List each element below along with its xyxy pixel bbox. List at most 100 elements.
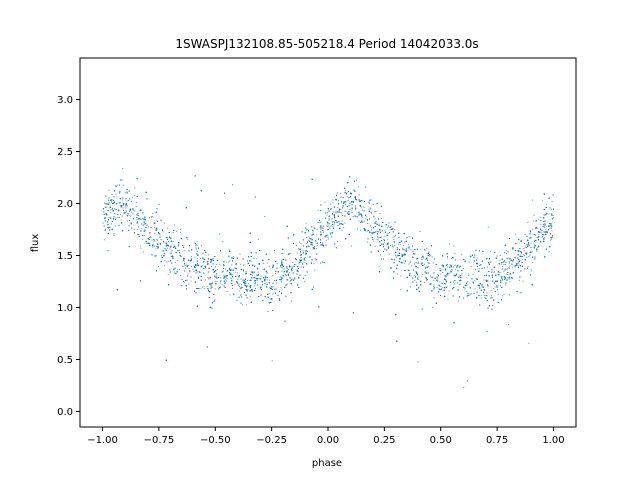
data-point <box>541 199 543 201</box>
data-point <box>523 248 525 249</box>
data-point <box>163 222 165 224</box>
data-point <box>226 280 228 282</box>
data-point <box>225 281 227 283</box>
data-point <box>327 234 329 236</box>
data-point <box>256 268 258 270</box>
data-point <box>467 284 469 286</box>
data-point <box>156 243 158 245</box>
data-point <box>282 252 284 254</box>
data-point <box>220 277 222 279</box>
data-point <box>292 261 294 263</box>
data-point <box>247 289 249 290</box>
data-point <box>544 237 546 239</box>
data-point <box>232 184 234 186</box>
data-point <box>487 226 489 228</box>
data-point <box>247 280 248 281</box>
scatter-points <box>102 168 554 388</box>
data-point <box>365 216 367 218</box>
data-point <box>445 280 447 282</box>
data-point <box>329 223 331 225</box>
data-point <box>284 270 285 272</box>
data-point <box>387 227 389 229</box>
data-point <box>149 217 150 218</box>
data-point <box>337 221 339 223</box>
data-point <box>219 263 221 265</box>
data-point <box>285 275 287 276</box>
data-point <box>216 280 218 282</box>
data-point <box>201 265 203 266</box>
data-point <box>351 245 353 247</box>
data-point <box>184 267 186 269</box>
data-point <box>104 216 106 218</box>
data-point <box>216 269 218 271</box>
data-point <box>378 230 380 232</box>
data-point <box>269 298 271 300</box>
data-point <box>457 290 459 291</box>
data-point <box>362 209 363 211</box>
data-point <box>180 275 181 277</box>
data-point <box>134 210 136 212</box>
data-point <box>361 207 363 209</box>
data-point <box>104 229 106 231</box>
data-point <box>253 258 255 259</box>
data-point <box>225 279 227 281</box>
data-point <box>272 293 274 295</box>
data-point <box>526 243 528 245</box>
data-point <box>105 228 107 230</box>
data-point <box>550 224 552 226</box>
data-point <box>153 241 155 242</box>
data-point <box>529 229 531 231</box>
data-point <box>270 299 272 300</box>
data-point <box>338 200 339 201</box>
data-point <box>432 262 434 264</box>
data-point <box>152 216 153 218</box>
data-point <box>164 260 166 262</box>
data-point <box>363 200 365 202</box>
data-point <box>466 277 468 279</box>
data-point <box>220 281 222 282</box>
data-point <box>316 234 318 236</box>
data-point <box>543 223 545 225</box>
data-point <box>304 260 306 262</box>
data-point <box>296 244 297 246</box>
data-point <box>535 244 537 246</box>
data-point <box>425 266 427 268</box>
data-point <box>381 236 383 238</box>
data-point <box>143 235 145 237</box>
data-point <box>183 261 185 263</box>
data-point <box>143 218 145 220</box>
data-point <box>245 281 247 283</box>
data-point <box>228 256 230 258</box>
data-point <box>330 236 332 238</box>
data-point <box>194 269 196 271</box>
data-point <box>178 244 179 246</box>
data-point <box>130 215 132 217</box>
data-point <box>503 262 505 263</box>
data-point <box>468 273 470 275</box>
data-point <box>348 197 350 199</box>
data-point <box>299 241 300 243</box>
data-point <box>476 257 478 259</box>
data-point <box>344 222 346 224</box>
data-point <box>275 273 276 274</box>
data-point <box>249 296 251 298</box>
data-point <box>503 271 505 273</box>
data-point <box>418 276 420 278</box>
data-point <box>535 240 537 242</box>
data-point <box>320 221 322 223</box>
data-point <box>257 271 259 273</box>
data-point <box>524 250 526 252</box>
data-point <box>289 266 291 267</box>
data-point <box>415 282 417 284</box>
data-point <box>298 262 300 264</box>
data-point <box>442 287 444 289</box>
data-point <box>173 244 175 246</box>
data-point <box>524 234 526 235</box>
data-point <box>309 237 310 239</box>
data-point <box>470 266 472 268</box>
data-point <box>493 287 494 289</box>
data-point <box>152 244 154 245</box>
data-point <box>133 229 135 230</box>
data-point <box>192 268 194 270</box>
data-point <box>377 218 379 220</box>
